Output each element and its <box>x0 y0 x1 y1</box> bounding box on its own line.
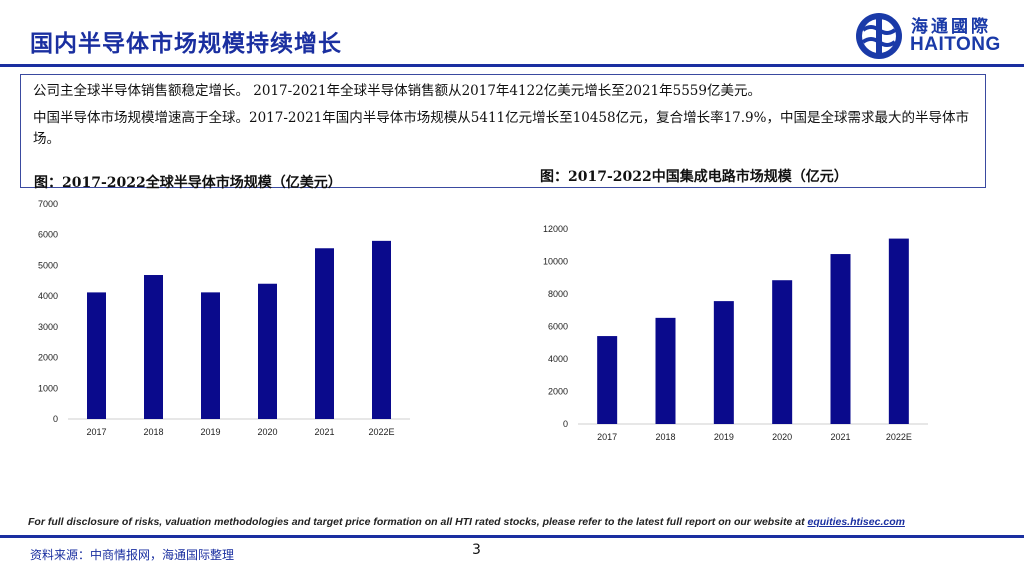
header-divider <box>0 64 1024 67</box>
x-tick-label: 2021 <box>314 427 334 437</box>
page-number: 3 <box>472 542 481 558</box>
bar-2017 <box>87 292 106 419</box>
y-tick-label: 4000 <box>38 291 58 301</box>
y-tick-label: 6000 <box>548 322 568 332</box>
logo-text-cn: 海通國際 <box>911 17 991 37</box>
x-tick-label: 2022E <box>368 427 394 437</box>
x-tick-label: 2019 <box>200 427 220 437</box>
y-tick-label: 10000 <box>543 257 568 267</box>
bar-2022E <box>372 240 391 419</box>
x-tick-label: 2021 <box>830 432 850 442</box>
page-title: 国内半导体市场规模持续增长 <box>30 30 342 57</box>
bar-2020 <box>258 283 277 419</box>
x-tick-label: 2020 <box>772 432 792 442</box>
bar-2019 <box>713 301 734 424</box>
x-tick-label: 2018 <box>143 427 163 437</box>
summary-line-2: 中国半导体市场规模增速高于全球。2017-2021年国内半导体市场规模从5411… <box>33 110 969 147</box>
bar-2019 <box>201 292 220 419</box>
haitong-logo-icon <box>856 13 902 59</box>
chart-title-china: 图：2017-2022中国集成电路市场规模（亿元） <box>540 169 848 185</box>
x-tick-label: 2022E <box>886 432 912 442</box>
bar-2018 <box>144 275 163 419</box>
haitong-logo: 海通國際 HAITONG <box>853 10 1003 62</box>
y-tick-label: 6000 <box>38 230 58 240</box>
y-tick-label: 5000 <box>38 260 58 270</box>
y-tick-label: 2000 <box>548 387 568 397</box>
logo-text-en: HAITONG <box>910 34 1001 55</box>
y-tick-label: 0 <box>563 419 568 429</box>
y-tick-label: 7000 <box>38 199 58 209</box>
y-tick-label: 12000 <box>543 224 568 234</box>
chart-title-global: 图：2017-2022全球半导体市场规模（亿美元） <box>34 175 342 191</box>
footer-divider <box>0 535 1024 538</box>
disclaimer: For full disclosure of risks, valuation … <box>28 516 905 528</box>
source-note: 资料来源：中商情报网，海通国际整理 <box>30 548 235 562</box>
y-tick-label: 8000 <box>548 289 568 299</box>
y-tick-label: 2000 <box>38 353 58 363</box>
bar-2020 <box>772 280 793 424</box>
summary-box: 公司主全球半导体销售额稳定增长。 2017-2021年全球半导体销售额从2017… <box>20 74 986 188</box>
website-link[interactable]: equities.htisec.com <box>807 516 905 528</box>
bar-2017 <box>597 336 618 424</box>
bar-2018 <box>655 317 676 424</box>
x-tick-label: 2020 <box>257 427 277 437</box>
x-tick-label: 2017 <box>597 432 617 442</box>
x-tick-label: 2019 <box>714 432 734 442</box>
bar-2022E <box>888 238 909 424</box>
y-tick-label: 1000 <box>38 383 58 393</box>
bar-2021 <box>830 254 851 424</box>
global-semiconductor-bar-chart: 0 1000 2000 3000 4000 5000 6000 7000 2017 2018 201… <box>38 199 410 437</box>
y-tick-label: 3000 <box>38 322 58 332</box>
summary-line-1: 公司主全球半导体销售额稳定增长。 2017-2021年全球半导体销售额从2017… <box>33 83 761 99</box>
y-tick-label: 4000 <box>548 354 568 364</box>
y-tick-label: 0 <box>53 414 58 424</box>
x-tick-label: 2018 <box>655 432 675 442</box>
disclaimer-text: For full disclosure of risks, valuation … <box>28 516 805 528</box>
china-ic-bar-chart: 0 2000 4000 6000 8000 10000 12000 2017 2018 2019 2… <box>543 224 928 442</box>
x-tick-label: 2017 <box>86 427 106 437</box>
bar-2021 <box>315 248 334 419</box>
